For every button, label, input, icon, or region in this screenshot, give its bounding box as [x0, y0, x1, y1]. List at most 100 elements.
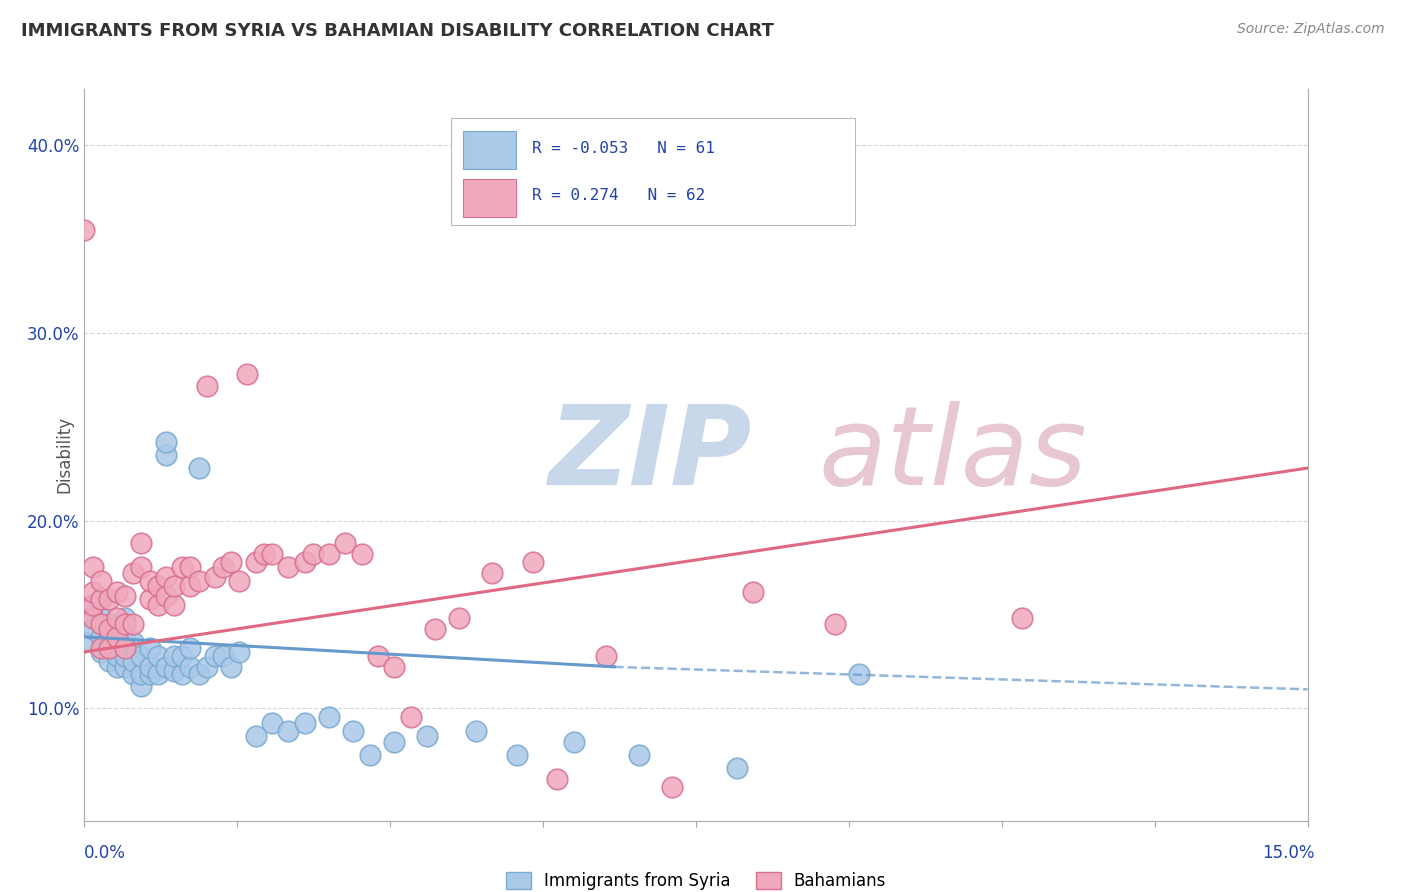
- Point: [212, 648, 235, 663]
- Point: [131, 648, 153, 663]
- Point: [97, 623, 120, 637]
- Point: [179, 579, 201, 593]
- Point: [399, 710, 422, 724]
- Point: [277, 723, 299, 738]
- Point: [172, 667, 194, 681]
- Point: [138, 660, 160, 674]
- Point: [212, 560, 235, 574]
- Text: R = -0.053   N = 61: R = -0.053 N = 61: [531, 141, 714, 156]
- Point: [114, 589, 136, 603]
- Point: [82, 584, 104, 599]
- Point: [522, 555, 544, 569]
- Point: [367, 648, 389, 663]
- Point: [824, 616, 846, 631]
- Point: [245, 729, 267, 743]
- Point: [318, 710, 340, 724]
- Point: [163, 598, 186, 612]
- Point: [187, 461, 209, 475]
- Bar: [464, 179, 516, 217]
- Point: [219, 660, 242, 674]
- Point: [131, 679, 153, 693]
- Point: [277, 560, 299, 574]
- Point: [114, 641, 136, 656]
- Point: [105, 630, 128, 644]
- Point: [423, 623, 446, 637]
- Point: [114, 660, 136, 674]
- Point: [138, 592, 160, 607]
- Point: [228, 645, 250, 659]
- Point: [73, 635, 96, 649]
- Text: atlas: atlas: [818, 401, 1087, 508]
- Point: [138, 641, 160, 656]
- Point: [90, 592, 112, 607]
- Point: [97, 641, 120, 656]
- Point: [155, 660, 177, 674]
- Point: [122, 667, 145, 681]
- Point: [90, 611, 112, 625]
- Point: [114, 611, 136, 625]
- Point: [105, 611, 128, 625]
- Point: [848, 667, 870, 681]
- Point: [546, 772, 568, 787]
- Point: [90, 574, 112, 588]
- Point: [725, 761, 748, 775]
- Point: [138, 574, 160, 588]
- Point: [172, 648, 194, 663]
- Text: 15.0%: 15.0%: [1263, 844, 1315, 862]
- Point: [163, 579, 186, 593]
- Point: [195, 660, 218, 674]
- Point: [82, 611, 104, 625]
- Point: [195, 378, 218, 392]
- Point: [146, 598, 169, 612]
- Point: [82, 560, 104, 574]
- Point: [90, 641, 112, 656]
- Point: [155, 434, 177, 449]
- Point: [449, 611, 471, 625]
- Point: [114, 648, 136, 663]
- Point: [179, 560, 201, 574]
- Y-axis label: Disability: Disability: [55, 417, 73, 493]
- Point: [228, 574, 250, 588]
- Point: [131, 536, 153, 550]
- Point: [105, 630, 128, 644]
- Point: [253, 547, 276, 561]
- Point: [219, 555, 242, 569]
- Point: [236, 368, 259, 382]
- Text: Source: ZipAtlas.com: Source: ZipAtlas.com: [1237, 22, 1385, 37]
- Point: [105, 660, 128, 674]
- Point: [82, 611, 104, 625]
- Point: [627, 747, 650, 762]
- Point: [82, 598, 104, 612]
- Point: [97, 630, 120, 644]
- Point: [114, 630, 136, 644]
- Point: [187, 667, 209, 681]
- Point: [301, 547, 323, 561]
- Point: [122, 635, 145, 649]
- Point: [260, 716, 283, 731]
- Point: [97, 641, 120, 656]
- Point: [342, 723, 364, 738]
- Point: [146, 579, 169, 593]
- Point: [155, 589, 177, 603]
- Point: [131, 667, 153, 681]
- Point: [90, 592, 112, 607]
- Point: [179, 641, 201, 656]
- Point: [562, 735, 585, 749]
- Point: [464, 723, 486, 738]
- Bar: [464, 131, 516, 169]
- Point: [122, 566, 145, 580]
- Point: [155, 448, 177, 462]
- Text: 0.0%: 0.0%: [84, 844, 127, 862]
- Point: [90, 616, 112, 631]
- Point: [172, 560, 194, 574]
- Point: [382, 660, 405, 674]
- Point: [122, 654, 145, 668]
- Point: [82, 598, 104, 612]
- Point: [294, 555, 316, 569]
- Point: [90, 630, 112, 644]
- Text: IMMIGRANTS FROM SYRIA VS BAHAMIAN DISABILITY CORRELATION CHART: IMMIGRANTS FROM SYRIA VS BAHAMIAN DISABI…: [21, 22, 773, 40]
- Point: [595, 648, 617, 663]
- Point: [105, 648, 128, 663]
- Point: [359, 747, 381, 762]
- Legend: Immigrants from Syria, Bahamians: Immigrants from Syria, Bahamians: [499, 865, 893, 892]
